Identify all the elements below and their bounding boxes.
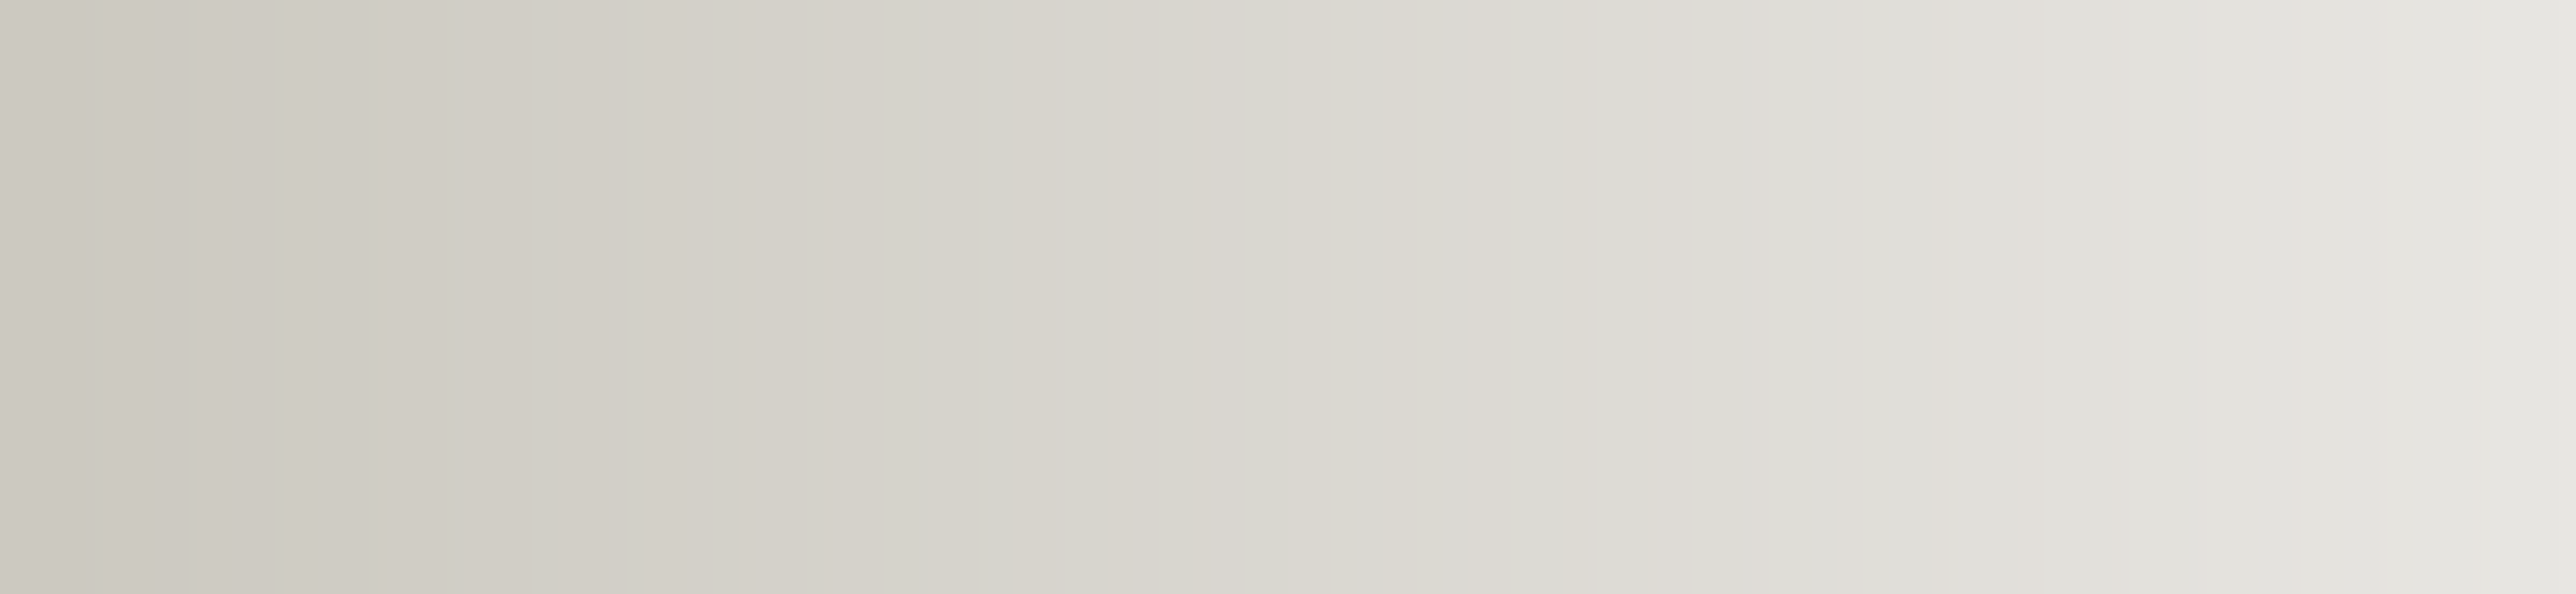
Text: solution.: solution. xyxy=(866,143,1025,176)
Text: °: ° xyxy=(806,409,819,432)
Text: ): ) xyxy=(837,143,850,176)
Text: solution: solution xyxy=(1399,74,1546,107)
Text: A voltaic cell is made by connecting an iron electrode immersed in Fe(NO: A voltaic cell is made by connecting an … xyxy=(82,74,1352,107)
Text: ): ) xyxy=(1368,74,1383,107)
Text: (c) calculate the standard cell potential, E: (c) calculate the standard cell potentia… xyxy=(82,412,806,446)
Text: and a cobalt electrode immersed in Co(NO: and a cobalt electrode immersed in Co(NO xyxy=(82,143,819,176)
Text: (b) write the cell notation: (b) write the cell notation xyxy=(82,292,523,325)
Text: (a) write the half-cell reactions at each electrode and the overall cell reactio: (a) write the half-cell reactions at eac… xyxy=(82,222,1419,255)
Text: 3: 3 xyxy=(1383,89,1399,112)
Text: 2: 2 xyxy=(850,157,866,181)
Text: cell: cell xyxy=(819,427,863,450)
Text: .: . xyxy=(863,412,873,446)
Text: 3: 3 xyxy=(1352,89,1368,112)
Text: 3: 3 xyxy=(819,157,837,181)
